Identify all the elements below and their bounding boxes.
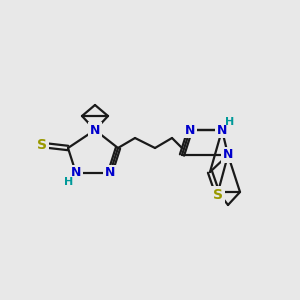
Text: N: N	[90, 124, 100, 136]
Text: H: H	[225, 117, 235, 127]
Text: N: N	[185, 124, 195, 136]
Text: S: S	[37, 138, 47, 152]
Text: N: N	[71, 167, 81, 179]
Text: N: N	[217, 124, 227, 136]
Text: N: N	[223, 148, 233, 161]
Text: N: N	[105, 167, 115, 179]
Text: S: S	[213, 188, 223, 202]
Text: H: H	[64, 177, 74, 187]
